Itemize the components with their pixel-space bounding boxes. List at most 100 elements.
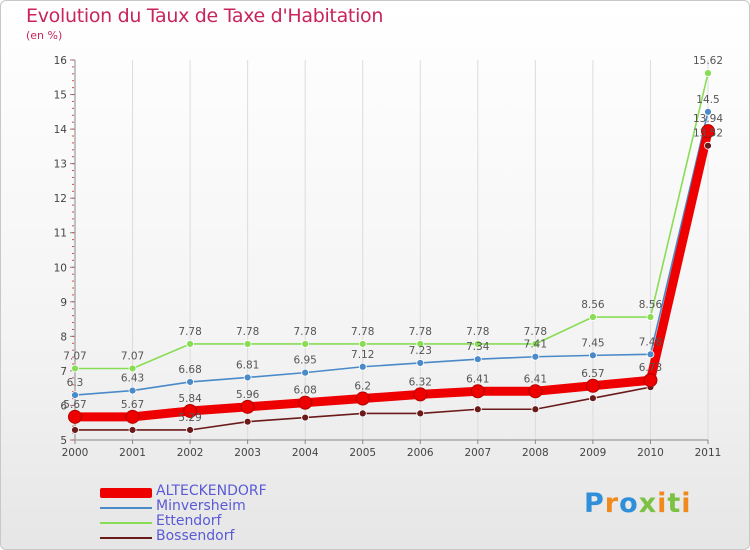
data-label: 7.41 <box>524 339 547 351</box>
data-label: 6.73 <box>639 362 662 374</box>
data-point <box>470 384 485 399</box>
data-point <box>416 340 425 348</box>
data-label: 6.2 <box>354 381 371 393</box>
series-line-minversheim <box>74 111 709 396</box>
data-point <box>128 364 137 373</box>
x-tick-label: 2003 <box>234 447 261 459</box>
data-label: 8.56 <box>639 299 663 311</box>
data-point <box>589 313 597 321</box>
legend-swatch <box>100 488 152 498</box>
data-label: 7.78 <box>524 326 547 338</box>
x-tick-label: 2010 <box>637 447 664 459</box>
data-point <box>473 355 482 364</box>
data-point <box>589 394 597 403</box>
data-point <box>186 426 194 434</box>
data-point <box>358 340 367 348</box>
data-point <box>186 340 194 348</box>
data-point <box>240 399 255 414</box>
data-point <box>243 417 252 426</box>
x-tick-label: 2008 <box>522 447 549 459</box>
data-label: 7.78 <box>293 326 316 338</box>
data-point <box>125 409 140 424</box>
data-label: 6.68 <box>178 364 201 376</box>
data-point <box>589 351 597 360</box>
x-tick-label: 2011 <box>695 447 722 459</box>
data-point <box>128 426 137 434</box>
y-tick-label: 10 <box>54 262 67 274</box>
legend-label: Bossendorf <box>156 528 235 544</box>
data-label: 7.78 <box>466 326 489 338</box>
data-point <box>301 413 310 422</box>
data-label: 6.57 <box>581 368 604 380</box>
data-label: 6.08 <box>293 385 316 397</box>
data-point <box>531 405 540 414</box>
data-label: 6.32 <box>409 376 432 388</box>
y-tick-label: 13 <box>54 159 67 171</box>
y-tick-label: 12 <box>54 193 67 205</box>
data-label: 6.95 <box>293 355 316 367</box>
data-point <box>186 378 194 386</box>
x-tick-label: 2001 <box>119 447 146 459</box>
y-tick-label: 15 <box>54 90 67 102</box>
series-line-alteckendorf <box>70 126 713 422</box>
legend-label: Ettendorf <box>156 513 222 529</box>
x-tick-label: 2000 <box>62 447 89 459</box>
data-point <box>704 69 712 78</box>
data-point <box>358 362 367 371</box>
data-point <box>71 391 79 399</box>
logo-letter: i <box>657 488 668 519</box>
data-point <box>243 340 252 348</box>
y-tick-label: 6 <box>60 400 67 412</box>
y-tick-label: 16 <box>54 55 68 67</box>
logo-letter: P <box>584 488 605 519</box>
data-label: 7.78 <box>236 326 259 338</box>
data-point <box>183 403 198 418</box>
data-label: 5.67 <box>121 399 144 411</box>
data-label: 7.45 <box>581 337 604 349</box>
data-point <box>355 391 370 406</box>
chart-title: Evolution du Taux de Taxe d'Habitation <box>26 5 384 27</box>
logo-letter: i <box>681 488 692 519</box>
data-point <box>646 313 655 321</box>
data-label: 7.12 <box>351 349 374 361</box>
data-point <box>528 384 543 399</box>
data-label: 7.23 <box>409 345 432 357</box>
data-label: 7.07 <box>121 350 144 362</box>
logo-letter: x <box>638 488 658 519</box>
y-tick-label: 5 <box>60 435 67 447</box>
y-tick-label: 9 <box>60 297 67 309</box>
data-point <box>68 409 82 424</box>
data-label: 6.41 <box>466 373 489 385</box>
data-label: 13.94 <box>693 113 723 125</box>
x-tick-label: 2002 <box>177 447 204 459</box>
chart-subtitle: (en %) <box>26 29 63 42</box>
x-tick-label: 2006 <box>407 447 434 459</box>
logo-letter: t <box>667 488 682 519</box>
data-point <box>358 409 367 418</box>
x-tick-label: 2007 <box>464 447 491 459</box>
y-tick-label: 11 <box>54 228 67 240</box>
data-label: 5.96 <box>236 389 260 401</box>
legend-swatch <box>100 537 152 539</box>
data-label: 8.56 <box>581 299 605 311</box>
data-point <box>643 373 658 388</box>
data-label: 6.81 <box>236 359 259 371</box>
data-point <box>704 107 712 116</box>
data-label: 7.07 <box>63 350 86 362</box>
logo-letter: r <box>604 488 620 519</box>
data-point <box>473 340 482 348</box>
data-point <box>416 359 425 367</box>
data-point <box>298 395 313 410</box>
data-label: 5.67 <box>63 399 86 411</box>
data-label: 7.78 <box>351 326 374 338</box>
data-label: 6.43 <box>121 373 144 385</box>
series-line-ettendorf <box>74 72 709 370</box>
data-point <box>128 386 137 395</box>
data-point <box>71 364 79 373</box>
data-label: 14.5 <box>696 94 719 106</box>
data-point <box>413 387 428 402</box>
y-tick-label: 14 <box>54 124 68 136</box>
proxiti-logo: Proxiti <box>584 488 692 519</box>
